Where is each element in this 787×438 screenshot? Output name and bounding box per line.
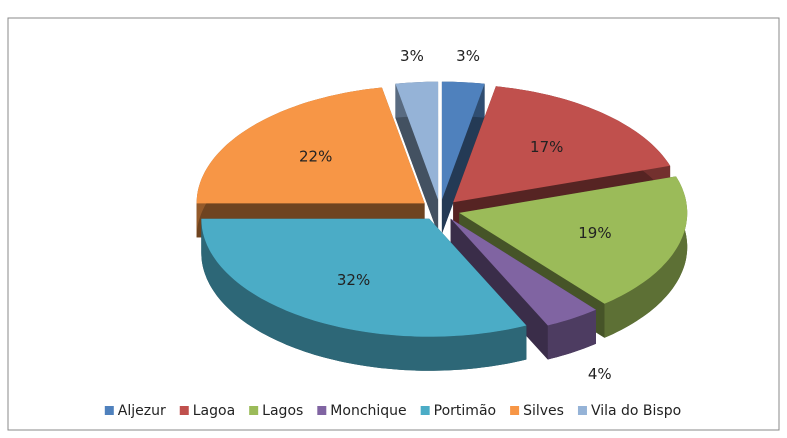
pie-slice: [450, 218, 596, 326]
legend-label: Monchique: [330, 403, 406, 419]
pie-slice: [441, 81, 485, 200]
data-label: 4%: [588, 365, 612, 383]
pie-tops: [196, 81, 688, 337]
slice-radial-side: [395, 83, 439, 234]
pie-slice: [201, 218, 527, 337]
slice-outer-side: [604, 176, 688, 338]
legend-swatch: [577, 406, 587, 415]
legend-swatch: [104, 406, 114, 415]
legend-label: Aljezur: [118, 403, 166, 419]
data-label: 3%: [400, 47, 424, 65]
data-label: 3%: [456, 47, 480, 65]
pie-slice: [395, 81, 439, 200]
slice-radial-side: [441, 83, 485, 234]
legend-swatch: [317, 406, 327, 415]
legend-swatch: [510, 406, 520, 415]
legend-swatch: [249, 406, 259, 415]
data-label: 17%: [530, 138, 563, 156]
legend-label: Vila do Bispo: [591, 403, 681, 419]
slice-outer-side: [547, 309, 596, 360]
data-label: 32%: [337, 271, 370, 289]
legend: Aljezur Lagoa Lagos Monchique Portimão Silves…: [104, 403, 681, 419]
pie-slice: [459, 176, 688, 304]
legend-label: Lagos: [262, 403, 303, 419]
pie-slice: [453, 86, 671, 203]
legend-label: Portimão: [434, 403, 496, 419]
legend-swatch: [420, 406, 430, 415]
data-labels: 3% 17% 19% 4% 32% 22% 3%: [299, 47, 612, 383]
data-label: 19%: [578, 224, 611, 242]
slice-outer-side: [201, 218, 527, 371]
legend-label: Silves: [523, 403, 564, 419]
legend-label: Lagoa: [193, 403, 235, 419]
legend-swatch: [179, 406, 189, 415]
data-label: 22%: [299, 147, 332, 165]
pie-slice: [196, 87, 425, 204]
